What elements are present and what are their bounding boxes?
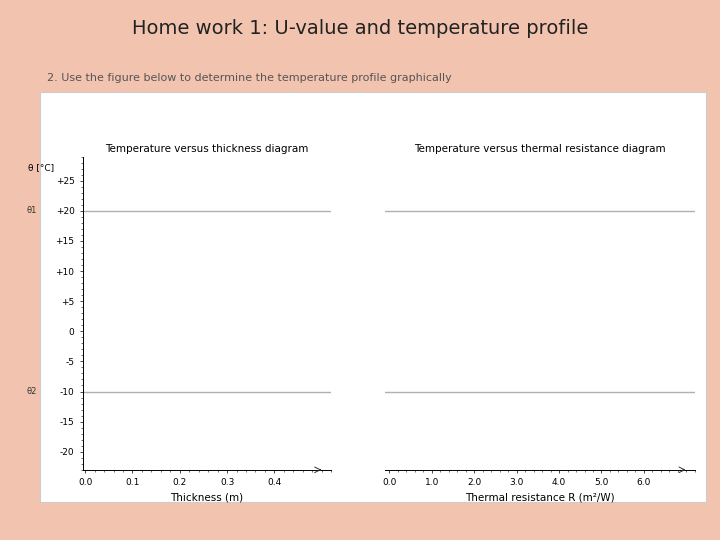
Title: Temperature versus thickness diagram: Temperature versus thickness diagram bbox=[105, 144, 309, 154]
X-axis label: Thermal resistance R (m²/W): Thermal resistance R (m²/W) bbox=[465, 492, 615, 503]
Text: θ2: θ2 bbox=[27, 387, 37, 396]
Text: 2. Use the figure below to determine the temperature profile graphically: 2. Use the figure below to determine the… bbox=[47, 73, 451, 83]
Text: θ [°C]: θ [°C] bbox=[28, 163, 54, 172]
Text: Home work 1: U-value and temperature profile: Home work 1: U-value and temperature pro… bbox=[132, 19, 588, 38]
Title: Temperature versus thermal resistance diagram: Temperature versus thermal resistance di… bbox=[414, 144, 666, 154]
X-axis label: Thickness (m): Thickness (m) bbox=[171, 492, 243, 503]
Text: θ1: θ1 bbox=[27, 206, 37, 215]
